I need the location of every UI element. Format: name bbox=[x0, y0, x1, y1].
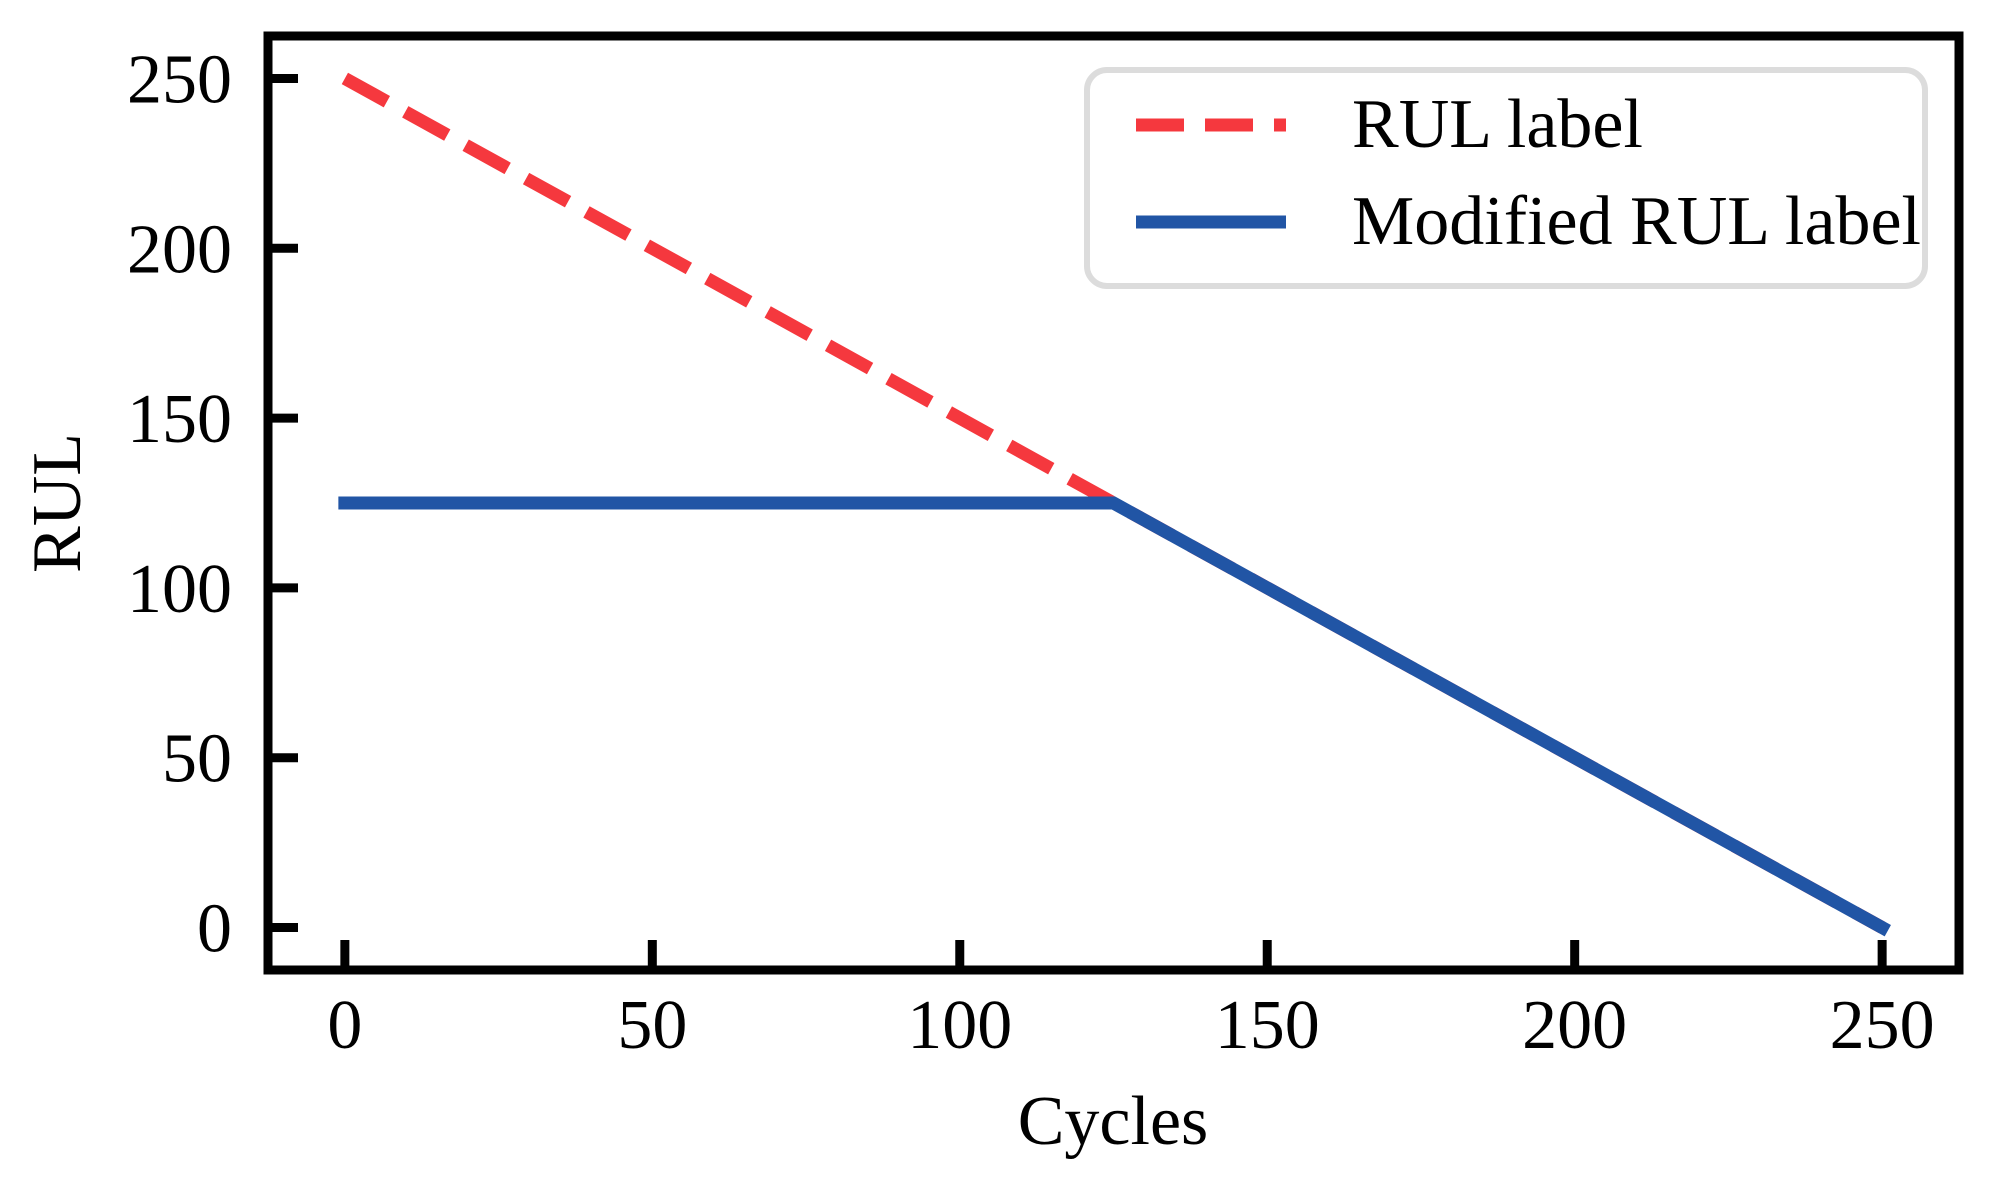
x-tick-label: 100 bbox=[907, 987, 1012, 1064]
y-tick-label: 50 bbox=[162, 721, 232, 798]
x-tick-label: 150 bbox=[1215, 987, 1320, 1064]
series-modified-rul-label-line bbox=[338, 496, 1891, 937]
legend-label-modified-rul: Modified RUL label bbox=[1352, 183, 1921, 260]
x-axis-label: Cycles bbox=[1017, 1083, 1209, 1160]
y-tick-label: 100 bbox=[127, 551, 232, 628]
y-tick-label: 0 bbox=[197, 891, 232, 968]
x-tick-label: 200 bbox=[1522, 987, 1627, 1064]
y-tick-label: 150 bbox=[127, 381, 232, 458]
x-tick-label: 250 bbox=[1830, 987, 1935, 1064]
y-tick-label: 200 bbox=[127, 211, 232, 288]
legend-label-rul: RUL label bbox=[1352, 86, 1643, 163]
x-tick-label: 50 bbox=[617, 987, 687, 1064]
plot-spines bbox=[263, 31, 1964, 975]
x-tick-label: 0 bbox=[327, 987, 362, 1064]
legend-box bbox=[1084, 67, 1928, 289]
y-tick-label: 250 bbox=[127, 41, 232, 118]
y-axis-label: RUL bbox=[19, 433, 96, 573]
